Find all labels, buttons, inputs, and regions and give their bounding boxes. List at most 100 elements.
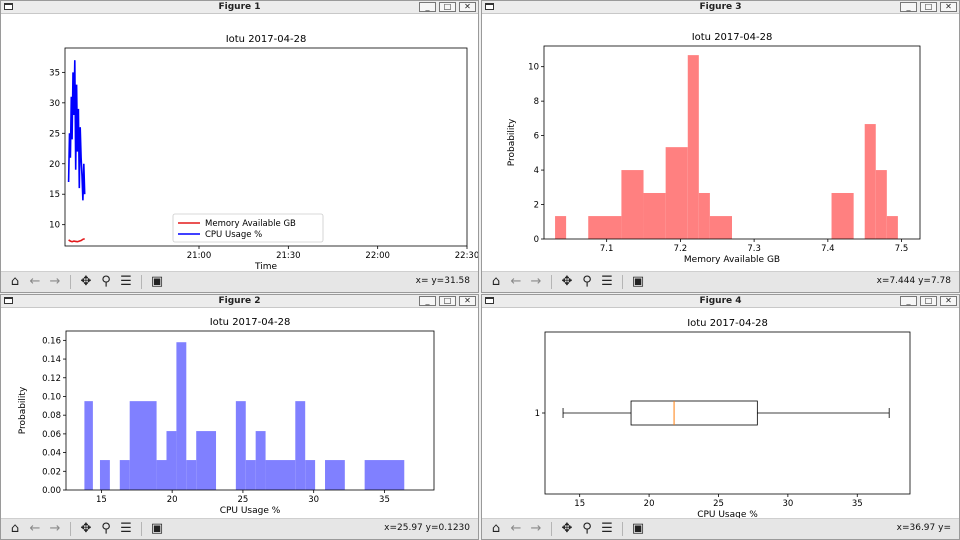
y-tick-label: 20 [49,160,60,170]
close-button[interactable]: ✕ [459,296,476,306]
figure-2-window: Figure 2 _ □ ✕ Iotu 2017-04-28 15 20 25 30 35… [0,294,479,540]
pan-icon[interactable]: ✥ [561,521,573,536]
home-icon[interactable]: ⌂ [10,521,20,536]
window-titlebar[interactable]: Figure 1 _ □ ✕ [1,1,478,14]
maximize-button[interactable]: □ [920,2,937,12]
legend-box [172,213,324,243]
back-arrow-icon[interactable]: ← [29,274,41,289]
y-tick-label: 0.02 [42,467,61,477]
x-tick-label: 7.1 [600,244,614,254]
histogram-bar [875,170,887,239]
y-tick-label: 0.06 [42,430,61,440]
window-icon [4,297,13,304]
y-tick-label: 8 [534,97,539,107]
forward-arrow-icon[interactable]: → [49,274,61,289]
x-axis-label: Memory Available GB [684,255,780,265]
x-tick-label: 15 [574,499,585,509]
memory-series-line [68,237,85,243]
zoom-icon[interactable]: ⚲ [101,274,111,289]
window-icon [4,3,13,10]
save-icon[interactable]: ▣ [631,521,645,536]
chart-title: Iotu 2017-04-28 [692,32,773,43]
axes-frame [64,47,468,247]
configure-icon[interactable]: ☰ [601,521,613,536]
y-tick-label: 30 [49,99,60,109]
histogram-bar [364,460,405,490]
window-title: Figure 4 [699,296,742,306]
histogram-bar [709,216,732,239]
back-arrow-icon[interactable]: ← [510,521,522,536]
figure-2-chart[interactable]: Iotu 2017-04-28 15 20 25 30 35 0.00 0.02 0.04 0.0… [1,308,478,518]
back-arrow-icon[interactable]: ← [29,521,41,536]
histogram-bar [698,192,710,239]
histogram-bar [555,216,567,239]
close-button[interactable]: ✕ [459,2,476,12]
x-tick-label: 35 [379,495,390,505]
figure-1-chart[interactable]: Iotu 2017-04-28 21:00 21:30 22:00 22:30 10 15 2… [1,14,478,271]
x-tick-label: 7.5 [895,244,909,254]
forward-arrow-icon[interactable]: → [530,274,542,289]
minimize-button[interactable]: _ [900,296,917,306]
figure-4-chart[interactable]: Iotu 2017-04-28 15 20 25 30 35 1 CPU Usage % [482,308,959,518]
x-tick-label: 15 [96,495,107,505]
toolbar-separator [70,274,71,289]
histogram-bar [156,460,167,490]
y-tick-label: 1 [535,409,540,419]
minimize-button[interactable]: _ [419,296,436,306]
x-tick-label: 21:00 [187,251,212,261]
figure-3-chart[interactable]: Iotu 2017-04-28 7.1 7.2 7.3 7.4 7.5 0 2 4 6 8 10 Mem… [482,14,959,271]
toolbar-separator [551,521,552,536]
x-axis-label: Time [254,262,277,271]
histogram-bar [864,124,876,239]
histogram-bar [129,401,157,490]
maximize-button[interactable]: □ [920,296,937,306]
save-icon[interactable]: ▣ [631,274,645,289]
minimize-button[interactable]: _ [900,2,917,12]
pan-icon[interactable]: ✥ [80,521,92,536]
close-button[interactable]: ✕ [940,296,957,306]
x-tick-label: 20 [644,499,655,509]
configure-icon[interactable]: ☰ [601,274,613,289]
x-tick-label: 20 [167,495,178,505]
chart-title: Iotu 2017-04-28 [226,34,307,45]
minimize-button[interactable]: _ [419,2,436,12]
home-icon[interactable]: ⌂ [10,274,20,289]
home-icon[interactable]: ⌂ [491,521,501,536]
window-titlebar[interactable]: Figure 3 _ □ ✕ [482,1,959,14]
histogram-bar [305,460,316,490]
pan-icon[interactable]: ✥ [80,274,92,289]
box-iqr [630,400,758,426]
histogram-bar [235,401,246,490]
x-tick-label: 7.4 [821,244,835,254]
axes-frame [543,45,921,240]
close-button[interactable]: ✕ [940,2,957,12]
configure-icon[interactable]: ☰ [120,274,132,289]
legend-label: CPU Usage % [205,230,262,240]
chart-title: Iotu 2017-04-28 [210,317,291,328]
y-tick-label: 25 [49,129,60,139]
figure-3-window: Figure 3 _ □ ✕ Iotu 2017-04-28 7.1 7.2 7.3 7… [481,0,960,293]
cursor-coordinates: x=7.444 y=7.78 [876,276,951,286]
y-tick-label: 0.10 [42,392,61,402]
zoom-icon[interactable]: ⚲ [582,521,592,536]
zoom-icon[interactable]: ⚲ [582,274,592,289]
home-icon[interactable]: ⌂ [491,274,501,289]
maximize-button[interactable]: □ [439,296,456,306]
pan-icon[interactable]: ✥ [561,274,573,289]
configure-icon[interactable]: ☰ [120,521,132,536]
x-tick-label: 35 [852,499,863,509]
zoom-icon[interactable]: ⚲ [101,521,111,536]
forward-arrow-icon[interactable]: → [49,521,61,536]
save-icon[interactable]: ▣ [150,274,164,289]
window-icon [485,297,494,304]
back-arrow-icon[interactable]: ← [510,274,522,289]
x-tick-label: 22:00 [365,251,390,261]
histogram-bar [687,55,699,239]
histogram-bar [621,170,644,239]
maximize-button[interactable]: □ [439,2,456,12]
window-titlebar[interactable]: Figure 4 _ □ ✕ [482,295,959,308]
y-tick-label: 35 [49,68,60,78]
forward-arrow-icon[interactable]: → [530,521,542,536]
save-icon[interactable]: ▣ [150,521,164,536]
window-titlebar[interactable]: Figure 2 _ □ ✕ [1,295,478,308]
